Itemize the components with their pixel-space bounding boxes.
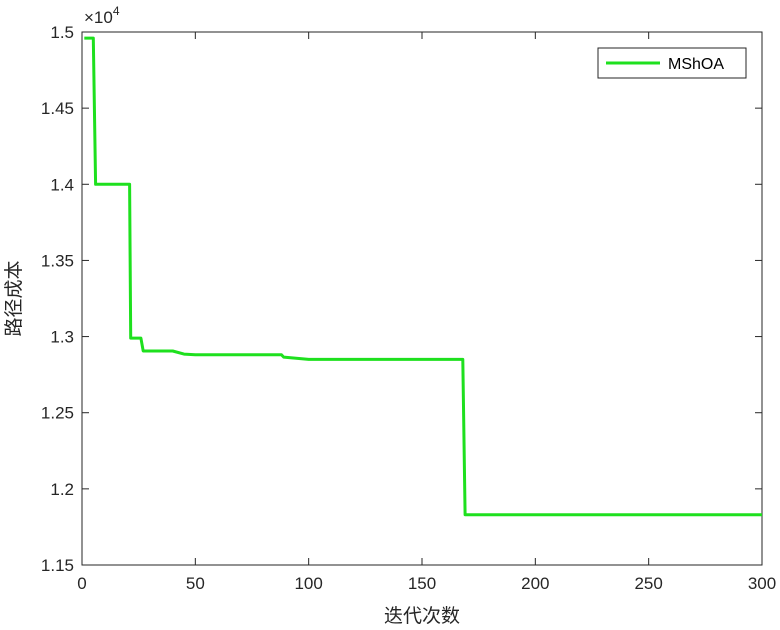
- legend-label: MShOA: [668, 56, 724, 73]
- x-tick-label: 150: [408, 574, 436, 593]
- y-tick-label: 1.3: [50, 328, 74, 347]
- y-tick-label: 1.4: [50, 175, 74, 194]
- y-tick-label: 1.35: [41, 251, 74, 270]
- x-tick-label: 0: [77, 574, 86, 593]
- y-tick-label: 1.45: [41, 99, 74, 118]
- y-tick-label: 1.25: [41, 404, 74, 423]
- x-tick-label: 300: [748, 574, 776, 593]
- y-tick-label: 1.2: [50, 480, 74, 499]
- x-axis-label: 迭代次数: [384, 605, 460, 627]
- y-tick-label: 1.15: [41, 556, 74, 575]
- y-tick-label: 1.5: [50, 23, 74, 42]
- x-tick-label: 100: [294, 574, 322, 593]
- x-tick-label: 200: [521, 574, 549, 593]
- x-tick-label: 50: [186, 574, 205, 593]
- y-axis-label: 路径成本: [3, 260, 25, 336]
- y-axis-exponent-label: ×104: [84, 4, 120, 27]
- series-line-mshoa: [84, 36, 762, 517]
- x-tick-label: 250: [634, 574, 662, 593]
